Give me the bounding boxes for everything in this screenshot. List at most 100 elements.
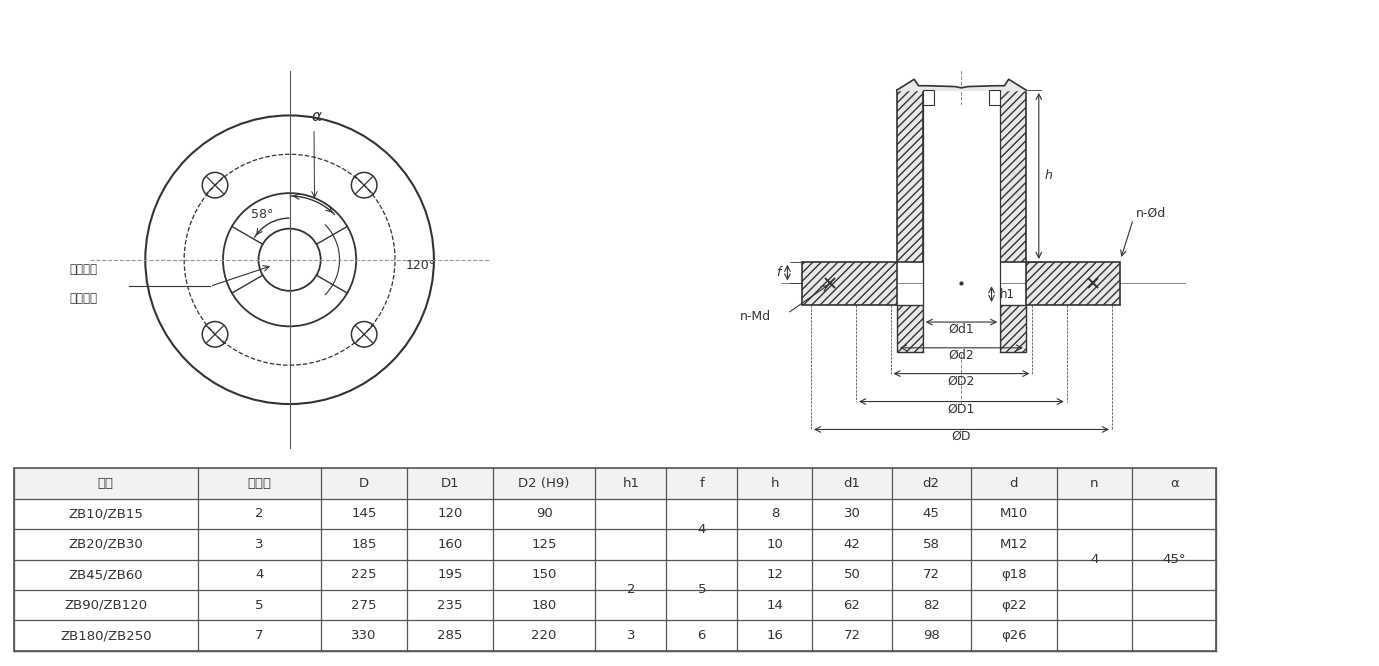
Text: 45: 45: [923, 507, 939, 520]
Text: 145: 145: [352, 507, 376, 520]
Text: φ26: φ26: [1001, 629, 1026, 642]
Text: 30: 30: [844, 507, 860, 520]
Bar: [1134, 499, 1215, 621]
Text: n: n: [1089, 477, 1099, 490]
Bar: [667, 621, 736, 651]
Text: 275: 275: [352, 599, 376, 611]
Polygon shape: [923, 90, 934, 105]
Polygon shape: [1026, 262, 1120, 305]
Text: 82: 82: [923, 599, 939, 611]
Text: 220: 220: [531, 629, 557, 642]
Text: 8: 8: [771, 507, 779, 520]
Polygon shape: [1000, 90, 1026, 262]
Text: 72: 72: [923, 568, 939, 581]
Text: 14: 14: [767, 599, 783, 611]
Polygon shape: [923, 105, 1000, 352]
Text: ZB180/ZB250: ZB180/ZB250: [61, 629, 152, 642]
Text: 72: 72: [844, 629, 860, 642]
Polygon shape: [803, 262, 896, 305]
Text: 10: 10: [767, 538, 783, 551]
Text: 195: 195: [437, 568, 462, 581]
Text: 4: 4: [255, 568, 263, 581]
Text: 7: 7: [255, 629, 263, 642]
Bar: [597, 559, 665, 621]
Text: ZB45/ZB60: ZB45/ZB60: [69, 568, 143, 581]
Polygon shape: [896, 305, 923, 352]
Text: 与螺杆轴: 与螺杆轴: [70, 263, 98, 276]
Text: 45°: 45°: [1162, 553, 1186, 566]
Text: 160: 160: [437, 538, 462, 551]
Text: 与阀门连接的结构示意图及尺寸: 与阀门连接的结构示意图及尺寸: [21, 19, 185, 38]
Text: n-Ød: n-Ød: [1135, 206, 1165, 220]
Text: 90: 90: [535, 507, 553, 520]
Text: ØD1: ØD1: [947, 402, 975, 416]
Text: d1: d1: [844, 477, 860, 490]
Bar: [14, 499, 1216, 529]
Bar: [667, 499, 736, 559]
Text: 2: 2: [255, 507, 263, 520]
Text: f: f: [699, 477, 705, 490]
Text: 58: 58: [923, 538, 939, 551]
Text: 2: 2: [626, 583, 636, 597]
Text: Ød2: Ød2: [949, 348, 975, 362]
Text: 285: 285: [437, 629, 462, 642]
Text: 42: 42: [844, 538, 860, 551]
Text: M12: M12: [1000, 538, 1027, 551]
Text: 3: 3: [255, 538, 263, 551]
Text: α: α: [312, 109, 321, 124]
Text: ZB90/ZB120: ZB90/ZB120: [65, 599, 148, 611]
Text: Ød1: Ød1: [949, 323, 975, 336]
Text: d2: d2: [923, 477, 939, 490]
Text: 225: 225: [352, 568, 376, 581]
Text: 235: 235: [437, 599, 463, 611]
Text: 125: 125: [531, 538, 557, 551]
Text: n-Md: n-Md: [741, 310, 771, 323]
Text: D1: D1: [441, 477, 459, 490]
Bar: [597, 499, 665, 559]
Polygon shape: [1000, 305, 1026, 352]
Text: ØD2: ØD2: [947, 374, 975, 388]
Text: 58°: 58°: [251, 208, 273, 220]
Text: ZB20/ZB30: ZB20/ZB30: [69, 538, 143, 551]
Bar: [597, 621, 665, 651]
Text: h: h: [1044, 169, 1052, 182]
Text: 185: 185: [352, 538, 376, 551]
Text: 12: 12: [767, 568, 783, 581]
Bar: [14, 559, 1216, 590]
Text: 4: 4: [698, 523, 706, 535]
Bar: [14, 621, 1216, 651]
Text: h: h: [771, 477, 779, 490]
Text: 型号: 型号: [98, 477, 114, 490]
Text: 16: 16: [767, 629, 783, 642]
Text: 5: 5: [698, 583, 706, 597]
Text: D2 (H9): D2 (H9): [519, 477, 570, 490]
Text: ØD: ØD: [952, 430, 971, 443]
Text: 180: 180: [531, 599, 557, 611]
Text: 330: 330: [352, 629, 376, 642]
Text: 4: 4: [1089, 553, 1099, 566]
Text: 120: 120: [437, 507, 462, 520]
Text: 150: 150: [531, 568, 557, 581]
Text: h1: h1: [1000, 288, 1015, 300]
Text: φ22: φ22: [1001, 599, 1026, 611]
Bar: [14, 529, 1216, 559]
Polygon shape: [989, 90, 1000, 105]
Text: φ18: φ18: [1001, 568, 1026, 581]
Bar: [1058, 499, 1131, 621]
Text: M10: M10: [1000, 507, 1027, 520]
Text: 5: 5: [255, 599, 263, 611]
Text: ZB10/ZB15: ZB10/ZB15: [69, 507, 143, 520]
Text: 3: 3: [626, 629, 636, 642]
Text: 心线平行: 心线平行: [70, 292, 98, 305]
Text: 120°: 120°: [407, 258, 436, 272]
Bar: [14, 468, 1216, 651]
Text: 50: 50: [844, 568, 860, 581]
Bar: [14, 468, 1216, 499]
Bar: [14, 590, 1216, 621]
Text: 6: 6: [698, 629, 706, 642]
Text: 法兰号: 法兰号: [247, 477, 272, 490]
Text: 98: 98: [923, 629, 939, 642]
Bar: [667, 559, 736, 621]
Text: 62: 62: [844, 599, 860, 611]
Polygon shape: [896, 90, 923, 262]
